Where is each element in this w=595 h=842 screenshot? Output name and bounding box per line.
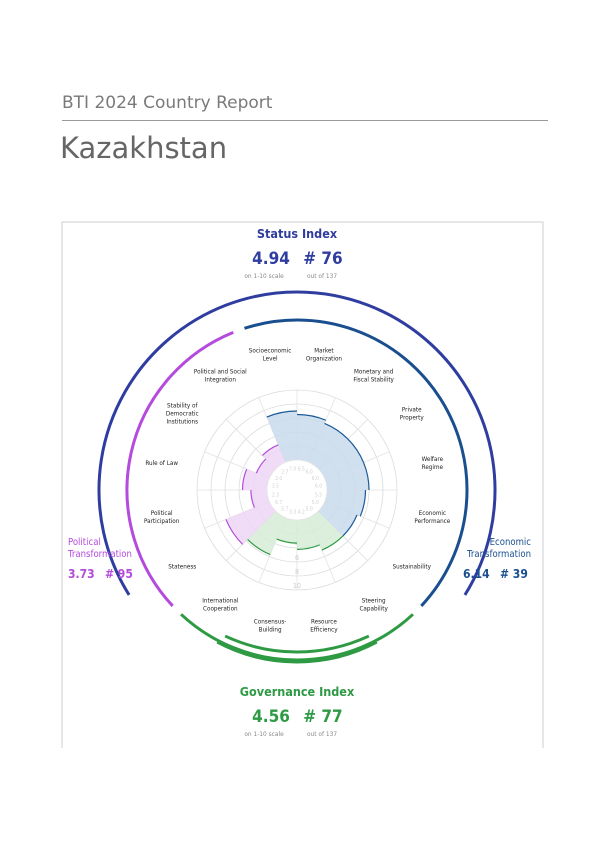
criterion-label: Private: [402, 406, 422, 413]
score-wedge: [247, 511, 286, 555]
score-edge: [324, 422, 349, 440]
score-edge: [261, 444, 279, 456]
criterion-label: Steering: [362, 598, 386, 605]
score-edge: [362, 462, 370, 491]
dimension-score: 6.14: [463, 567, 490, 581]
dimension-title: Transformation: [466, 549, 531, 560]
criterion-label: Property: [400, 414, 425, 421]
criterion-label: Political: [151, 510, 173, 517]
dimension-title: Political: [68, 537, 101, 548]
criterion-label: Performance: [414, 518, 450, 525]
criterion-label: Monetary and: [354, 368, 394, 375]
score-wedge: [256, 458, 276, 479]
score-wedge: [324, 462, 369, 490]
economic-arc: [244, 318, 469, 607]
frame: [61, 221, 544, 748]
score-wedge: [324, 490, 366, 517]
dimension-title: Transformation: [67, 549, 132, 560]
score-wedge: [297, 517, 320, 550]
criterion-label: Political and Social: [194, 368, 247, 375]
criterion-label: Fiscal Stability: [353, 376, 394, 383]
country-title: Kazakhstan: [60, 131, 228, 165]
criterion-label: Resource: [311, 618, 337, 625]
score-wedge: [242, 469, 270, 490]
score-wedge: [225, 501, 276, 545]
center-hole: [266, 459, 328, 521]
criterion-label: Integration: [205, 376, 237, 383]
political-arc: [125, 330, 234, 607]
dimension-rank: # 95: [105, 567, 133, 581]
criterion-label: Stateness: [168, 564, 196, 571]
rule: [62, 120, 548, 121]
index-rank: # 77: [303, 707, 342, 727]
score-edge: [247, 539, 271, 556]
criterion-label: Socioeconomic: [249, 348, 292, 355]
score-wedge: [308, 511, 343, 551]
criterion-label: Cooperation: [203, 606, 238, 613]
index-score: 4.56: [252, 707, 290, 727]
status-arc: [97, 290, 497, 596]
score-edge: [225, 519, 244, 545]
score-edge: [255, 458, 267, 474]
score-wedge: [266, 411, 297, 463]
criterion-label: Market: [314, 348, 334, 355]
dimension-rank: # 39: [500, 567, 528, 581]
index-title: Status Index: [257, 226, 338, 241]
index-note: on 1-10 scale: [244, 730, 284, 738]
score-wedge: [297, 414, 326, 463]
governance-outer-arc: [216, 640, 378, 664]
score-edge: [359, 489, 367, 517]
dimension-title: Economic: [490, 537, 532, 548]
criterion-label: Participation: [144, 518, 180, 525]
criterion-label: Organization: [306, 356, 343, 363]
dimension-score: 3.73: [68, 567, 95, 581]
criterion-label: International: [202, 598, 239, 605]
index-note: on 1-10 scale: [244, 272, 284, 280]
score-wedge: [308, 423, 348, 469]
score-edge: [241, 468, 248, 491]
score-edge: [266, 410, 298, 418]
score-edge: [347, 438, 365, 463]
score-wedge: [318, 439, 364, 479]
score-wedge: [318, 501, 358, 536]
score-wedge: [250, 490, 270, 508]
criterion-label: Economic: [419, 510, 446, 517]
score-edge: [321, 535, 344, 551]
score-edge: [276, 538, 298, 544]
index-score: 4.94: [252, 249, 290, 269]
index-note: out of 137: [307, 272, 337, 280]
series-title: BTI 2024 Country Report: [62, 93, 273, 113]
criterion-label: Efficiency: [310, 626, 338, 633]
score-edge: [296, 413, 327, 421]
criterion-label: Rule of Law: [145, 460, 178, 467]
governance-arc: [180, 613, 414, 662]
criterion-label: Welfare: [422, 456, 444, 463]
criterion-label: Building: [259, 626, 282, 633]
criterion-label: Capability: [359, 606, 388, 613]
criterion-label: Sustainability: [393, 564, 432, 571]
index-rank: # 76: [303, 249, 342, 269]
criterion-label: Regime: [422, 464, 444, 471]
index-note: out of 137: [307, 730, 337, 738]
criterion-label: Level: [263, 356, 278, 363]
score-edge: [296, 544, 320, 550]
criterion-label: Consensus-: [254, 618, 287, 625]
score-edge: [250, 489, 255, 508]
governance-index-arc: [224, 634, 370, 654]
score-wedge: [276, 517, 297, 544]
criterion-label: Stability of: [167, 402, 198, 409]
index-title: Governance Index: [240, 684, 355, 699]
criterion-label: Democratic: [166, 410, 199, 417]
score-edge: [342, 514, 358, 537]
criterion-label: Institutions: [166, 418, 198, 425]
